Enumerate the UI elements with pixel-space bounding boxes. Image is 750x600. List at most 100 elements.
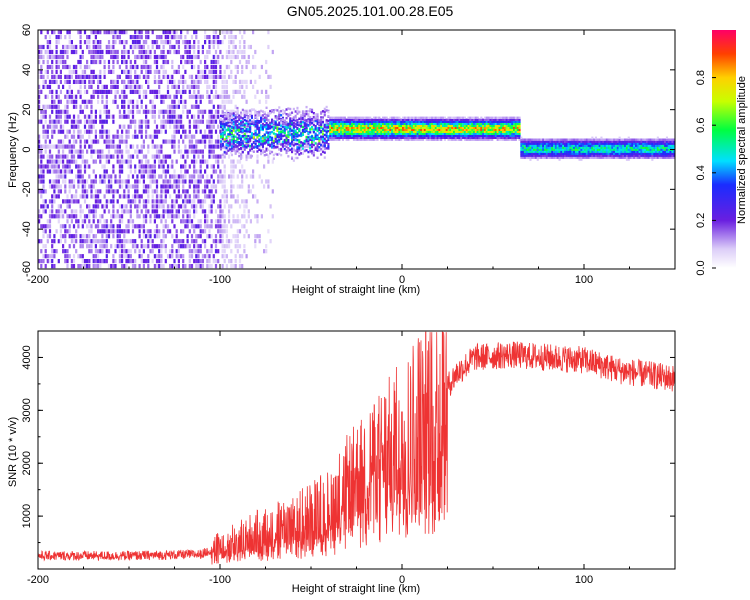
spectrogram-noise-cell — [232, 49, 235, 55]
spectrogram-noise-cell — [201, 154, 204, 159]
spectrogram-noise-cell — [94, 149, 97, 154]
spectrogram-noise-cell — [223, 244, 226, 249]
spectrogram-noise-cell — [160, 249, 163, 254]
spectrogram-noise-cell — [219, 49, 222, 55]
spectrogram-noise-cell — [70, 40, 73, 45]
spectrogram-band-cell — [469, 132, 472, 135]
spectrogram-noise-cell — [190, 74, 194, 79]
spectrogram-noise-cell — [184, 204, 187, 209]
spectrogram-band-cell — [438, 126, 441, 129]
spectrogram-noise-cell — [214, 219, 218, 224]
spectrogram-noise-cell — [173, 109, 176, 114]
spectrogram-noise-cell — [190, 64, 194, 70]
spectrogram-noise-cell — [171, 30, 174, 35]
spectrogram-noise-cell — [42, 109, 45, 114]
spectrogram-noise-cell — [75, 249, 78, 254]
spectrogram-noise-cell — [125, 49, 128, 55]
spectrogram-noise-cell — [214, 30, 218, 35]
spectrogram-noise-cell — [245, 154, 248, 159]
spectrogram-noise-cell — [175, 229, 178, 234]
spectrogram-band-cell — [385, 138, 388, 141]
spectrogram-noise-cell — [92, 259, 95, 264]
spectrogram-noise-cell — [208, 259, 211, 264]
spectrogram-noise-cell — [263, 184, 266, 189]
spectrogram-noise-cell — [228, 30, 231, 35]
spectrogram-noise-cell — [94, 139, 97, 144]
spectrogram-noise-cell — [103, 109, 106, 114]
spectrogram-band-cell — [338, 138, 341, 141]
spectrogram-noise-cell — [83, 74, 87, 79]
spectrogram-noise-cell — [195, 169, 198, 174]
spectrogram-noise-cell — [166, 209, 170, 214]
spectrogram-noise-cell — [254, 234, 257, 239]
spectrogram-noise-cell — [66, 129, 69, 134]
spectrogram-noise-cell — [114, 99, 117, 104]
spectrogram-noise-cell — [86, 264, 89, 269]
spectrogram-band-cell — [354, 122, 357, 125]
spectrogram-noise-cell — [155, 129, 159, 134]
spectrogram-band-cell — [230, 112, 233, 116]
spectrogram-noise-cell — [217, 104, 220, 109]
spectrogram-noise-cell — [195, 104, 198, 109]
spectrogram-band-cell — [387, 120, 390, 123]
spectrogram-noise-cell — [116, 209, 119, 214]
spectrogram-band-cell — [320, 116, 323, 119]
spectrogram-band-cell — [312, 136, 315, 140]
spectrogram-band-cell — [311, 118, 314, 121]
spectrogram-noise-cell — [145, 129, 148, 134]
spectrogram-noise-cell — [94, 249, 97, 254]
spectrogram-noise-cell — [243, 30, 246, 35]
spectrogram-band-cell — [301, 133, 304, 136]
spectrogram-band-cell — [400, 136, 403, 139]
spectrogram-noise-cell — [136, 104, 139, 109]
spectrogram-noise-cell — [79, 169, 82, 174]
spectrogram-band-cell — [240, 116, 243, 119]
spectrogram-noise-cell — [221, 214, 224, 219]
spectrogram-band-cell — [309, 131, 312, 134]
spectrogram-noise-cell — [193, 229, 196, 234]
spectrogram-noise-cell — [72, 239, 76, 244]
spectrogram-noise-cell — [62, 164, 65, 169]
spectrogram-noise-cell — [86, 139, 89, 144]
spectrogram-noise-cell — [164, 174, 167, 179]
spectrogram-noise-cell — [225, 189, 228, 194]
spectrogram-noise-cell — [236, 54, 239, 60]
spectrogram-band-cell — [422, 122, 425, 125]
spectrogram-noise-cell — [79, 94, 82, 99]
spectrogram-noise-cell — [129, 159, 132, 164]
spectrogram-noise-cell — [110, 89, 113, 94]
spectrogram-noise-cell — [59, 189, 62, 194]
spectrogram-noise-cell — [51, 199, 54, 204]
spectrogram-noise-cell — [208, 69, 211, 74]
spectrogram-noise-cell — [190, 149, 194, 154]
spectrogram-band-cell — [372, 118, 375, 121]
spectrogram-band-cell — [227, 119, 230, 122]
spectrogram-noise-cell — [44, 254, 47, 259]
spectrogram-noise-cell — [51, 209, 54, 214]
spectrogram-noise-cell — [214, 49, 218, 55]
spectrogram-noise-cell — [199, 159, 202, 164]
spectrogram-noise-cell — [232, 109, 235, 114]
spectrogram-noise-cell — [210, 194, 213, 199]
spectrogram-band-cell — [309, 121, 312, 125]
spectrogram-band-cell — [380, 130, 383, 133]
spectrogram-band-cell — [387, 124, 390, 127]
spectrogram-noise-cell — [151, 189, 154, 194]
spectrogram-noise-cell — [57, 204, 60, 209]
spectrogram-noise-cell — [79, 174, 82, 179]
spectrogram-band-cell — [247, 135, 250, 138]
spectrogram-noise-cell — [46, 169, 49, 174]
spectrogram-noise-cell — [256, 89, 259, 94]
spectrogram-noise-cell — [238, 44, 242, 50]
spectrogram-band-cell — [425, 138, 428, 141]
spectrogram-noise-cell — [147, 54, 150, 60]
spectrogram-noise-cell — [134, 129, 137, 134]
spectrogram-band-cell — [296, 121, 299, 124]
spectrogram-noise-cell — [225, 64, 228, 70]
spectrogram-noise-cell — [158, 264, 161, 269]
spectrogram-noise-cell — [249, 174, 252, 179]
spectrogram-noise-cell — [234, 54, 237, 60]
spectrogram-noise-cell — [197, 139, 200, 144]
spectrogram-band-cell — [451, 130, 454, 133]
spectrogram-noise-cell — [193, 199, 196, 204]
